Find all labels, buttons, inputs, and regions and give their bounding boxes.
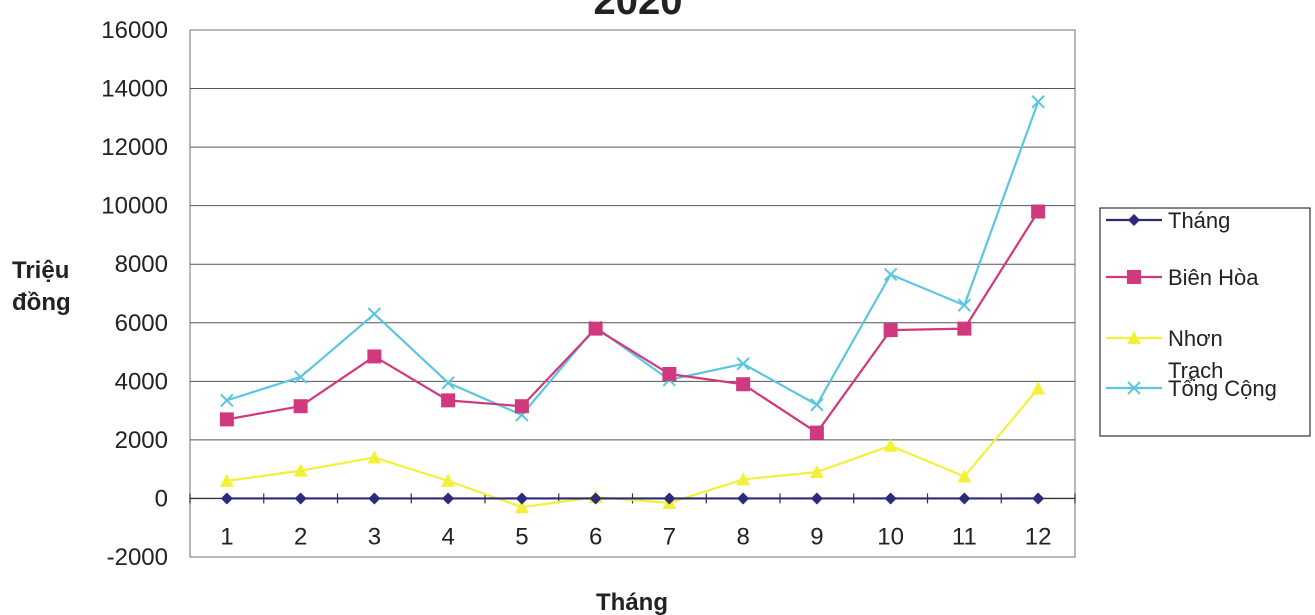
data-point xyxy=(737,492,750,505)
legend-marker xyxy=(1127,381,1141,395)
series-bi-n-h-a xyxy=(219,204,1046,440)
data-point xyxy=(957,298,972,312)
data-point xyxy=(957,321,972,336)
x-tick-label: 10 xyxy=(877,523,904,550)
x-tick-label: 7 xyxy=(663,523,676,550)
legend-label: Trạch xyxy=(1168,358,1223,383)
data-point xyxy=(736,377,751,392)
data-point xyxy=(736,472,751,486)
data-point xyxy=(662,367,677,382)
series-line xyxy=(226,101,1040,417)
data-point xyxy=(442,492,455,505)
x-tick-label: 9 xyxy=(810,523,823,550)
x-tick-label: 8 xyxy=(736,523,749,550)
data-point xyxy=(219,412,234,427)
legend-box xyxy=(1099,207,1311,437)
legend-label: Tổng Cộng xyxy=(1168,376,1277,401)
data-point xyxy=(884,492,897,505)
data-point xyxy=(220,393,234,408)
data-point xyxy=(367,307,382,321)
data-point xyxy=(1032,492,1045,505)
x-tick-label: 3 xyxy=(368,523,381,550)
data-point xyxy=(441,473,456,487)
data-point xyxy=(883,267,898,282)
y-tick-label: 2000 xyxy=(115,427,168,454)
data-point xyxy=(810,398,824,412)
data-point xyxy=(514,500,529,514)
data-point xyxy=(1031,95,1045,109)
x-tick-label: 1 xyxy=(220,523,233,550)
data-point xyxy=(293,399,308,414)
series-line xyxy=(226,387,1039,509)
data-point xyxy=(293,370,308,384)
data-point xyxy=(809,425,824,440)
data-point xyxy=(514,399,529,414)
data-point xyxy=(589,492,602,505)
data-point xyxy=(810,492,823,505)
y-tick-label: 16000 xyxy=(101,17,168,44)
plot-area xyxy=(189,29,1076,558)
data-point xyxy=(736,357,750,371)
data-point xyxy=(219,473,234,487)
data-point xyxy=(220,492,233,505)
series-layer xyxy=(219,95,1046,514)
legend-label: Nhơn xyxy=(1168,326,1223,351)
x-axis-title: Tháng xyxy=(596,589,668,615)
y-tick-label: 8000 xyxy=(115,251,168,278)
y-axis-title-line1: Triệu xyxy=(12,257,69,284)
chart-title: 2020 xyxy=(594,0,683,23)
data-point xyxy=(441,376,455,390)
x-tick-label: 5 xyxy=(515,523,528,550)
data-point xyxy=(663,492,676,505)
data-point xyxy=(1031,204,1046,219)
x-tick-label: 6 xyxy=(589,523,602,550)
data-point xyxy=(809,465,824,479)
data-point xyxy=(957,469,972,483)
data-point xyxy=(883,323,898,338)
y-tick-label: 0 xyxy=(155,485,168,512)
data-point xyxy=(1031,381,1046,395)
y-tick-label: 4000 xyxy=(115,368,168,395)
y-tick-label: 12000 xyxy=(101,134,168,161)
legend-label: Tháng xyxy=(1168,208,1230,233)
series-th-ng xyxy=(220,492,1045,505)
legend-marker xyxy=(1128,214,1140,226)
series-line xyxy=(226,210,1040,435)
legend-marker xyxy=(1127,270,1141,284)
x-tick-label: 12 xyxy=(1025,523,1052,550)
y-tick-label: -2000 xyxy=(107,544,168,571)
legend-label: Biên Hòa xyxy=(1168,265,1259,290)
y-tick-label: 14000 xyxy=(101,76,168,103)
y-axis-title-line2: đồng xyxy=(12,289,71,316)
y-tick-label: 6000 xyxy=(115,310,168,337)
data-point xyxy=(293,463,308,477)
data-point xyxy=(441,393,456,408)
y-axis-ticks: -2000 0 2000 4000 6000 8000 10000 12000 14000 160… xyxy=(101,17,168,571)
data-point xyxy=(515,492,528,505)
x-tick-label: 2 xyxy=(294,523,307,550)
data-point xyxy=(367,450,382,464)
data-point xyxy=(883,438,898,452)
y-tick-label: 10000 xyxy=(101,193,168,220)
legend-marker xyxy=(1127,331,1141,344)
data-point xyxy=(958,492,971,505)
x-tick-label: 4 xyxy=(441,523,454,550)
data-point xyxy=(367,349,382,364)
data-point xyxy=(588,321,603,336)
data-point xyxy=(368,492,381,505)
x-tick-label: 11 xyxy=(952,523,977,550)
data-point xyxy=(294,492,307,505)
